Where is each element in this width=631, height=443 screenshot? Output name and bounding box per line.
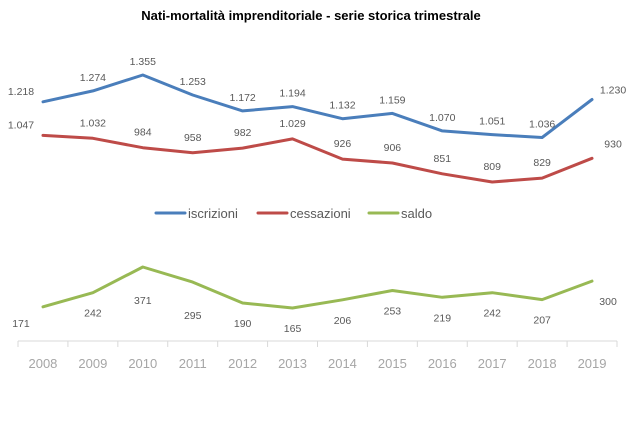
- x-tick-label: 2010: [128, 356, 157, 371]
- data-label-saldo: 207: [533, 315, 551, 327]
- data-label-saldo: 371: [134, 295, 152, 307]
- legend-label-saldo: saldo: [401, 206, 432, 221]
- legend-item-iscrizioni: iscrizioni: [156, 206, 238, 221]
- data-label-iscrizioni: 1.159: [379, 94, 405, 106]
- data-label-saldo: 300: [599, 296, 617, 308]
- data-label-cessazioni: 982: [234, 127, 252, 139]
- data-label-cessazioni: 958: [184, 132, 202, 144]
- data-label-iscrizioni: 1.036: [529, 119, 555, 131]
- legend-label-cessazioni: cessazioni: [290, 206, 351, 221]
- data-label-cessazioni: 1.047: [8, 119, 34, 131]
- x-tick-label: 2016: [428, 356, 457, 371]
- x-tick-label: 2008: [28, 356, 57, 371]
- x-tick-label: 2011: [179, 356, 207, 371]
- data-label-saldo: 190: [234, 318, 252, 330]
- data-label-iscrizioni: 1.274: [80, 72, 106, 84]
- series-layer: [43, 75, 592, 308]
- x-tick-label: 2018: [528, 356, 557, 371]
- data-label-iscrizioni: 1.253: [180, 76, 206, 88]
- data-label-iscrizioni: 1.218: [8, 86, 34, 98]
- data-label-iscrizioni: 1.230: [600, 84, 626, 96]
- data-label-cessazioni: 851: [434, 153, 452, 165]
- legend-label-iscrizioni: iscrizioni: [188, 206, 238, 221]
- x-axis: 2008 2009 2010 2011 2012 2013 2014 2015 2016 2017…: [18, 341, 617, 371]
- data-label-saldo: 253: [384, 305, 402, 317]
- x-tick-label: 2017: [478, 356, 507, 371]
- data-label-saldo: 165: [284, 323, 302, 335]
- data-label-saldo: 171: [12, 318, 30, 330]
- legend-item-saldo: saldo: [369, 206, 432, 221]
- value-labels: 1.218 1.274 1.355 1.253 1.172 1.194 1.132 1.159…: [8, 56, 627, 335]
- series-line-iscrizioni: [43, 75, 592, 138]
- data-label-iscrizioni: 1.051: [479, 116, 505, 128]
- series-line-saldo: [43, 267, 592, 308]
- data-label-saldo: 219: [434, 312, 452, 324]
- data-label-cessazioni: 1.032: [80, 117, 106, 129]
- data-label-cessazioni: 906: [384, 142, 402, 154]
- data-label-cessazioni: 829: [533, 157, 551, 169]
- legend-item-cessazioni: cessazioni: [258, 206, 351, 221]
- x-tick-label: 2015: [378, 356, 407, 371]
- x-tick-label: 2012: [228, 356, 257, 371]
- data-label-iscrizioni: 1.355: [130, 56, 156, 68]
- data-label-saldo: 242: [483, 308, 501, 320]
- data-label-iscrizioni: 1.194: [279, 88, 305, 100]
- legend: iscrizioni cessazioni saldo: [156, 206, 432, 221]
- data-label-saldo: 295: [184, 310, 202, 322]
- x-tick-label: 2009: [78, 356, 107, 371]
- data-label-cessazioni: 809: [483, 161, 501, 173]
- data-label-cessazioni: 1.029: [279, 118, 305, 130]
- data-label-iscrizioni: 1.132: [329, 100, 355, 112]
- data-label-saldo: 206: [334, 315, 352, 327]
- chart-title: Nati-mortalità imprenditoriale - serie s…: [141, 8, 481, 23]
- data-label-iscrizioni: 1.070: [429, 112, 455, 124]
- x-tick-label: 2014: [328, 356, 357, 371]
- data-label-cessazioni: 984: [134, 127, 152, 139]
- data-label-cessazioni: 930: [604, 138, 622, 150]
- data-label-cessazioni: 926: [334, 138, 352, 150]
- x-tick-label: 2013: [278, 356, 307, 371]
- x-tick-label: 2019: [578, 356, 607, 371]
- data-label-saldo: 242: [84, 308, 102, 320]
- series-line-cessazioni: [43, 135, 592, 182]
- data-label-iscrizioni: 1.172: [229, 92, 255, 104]
